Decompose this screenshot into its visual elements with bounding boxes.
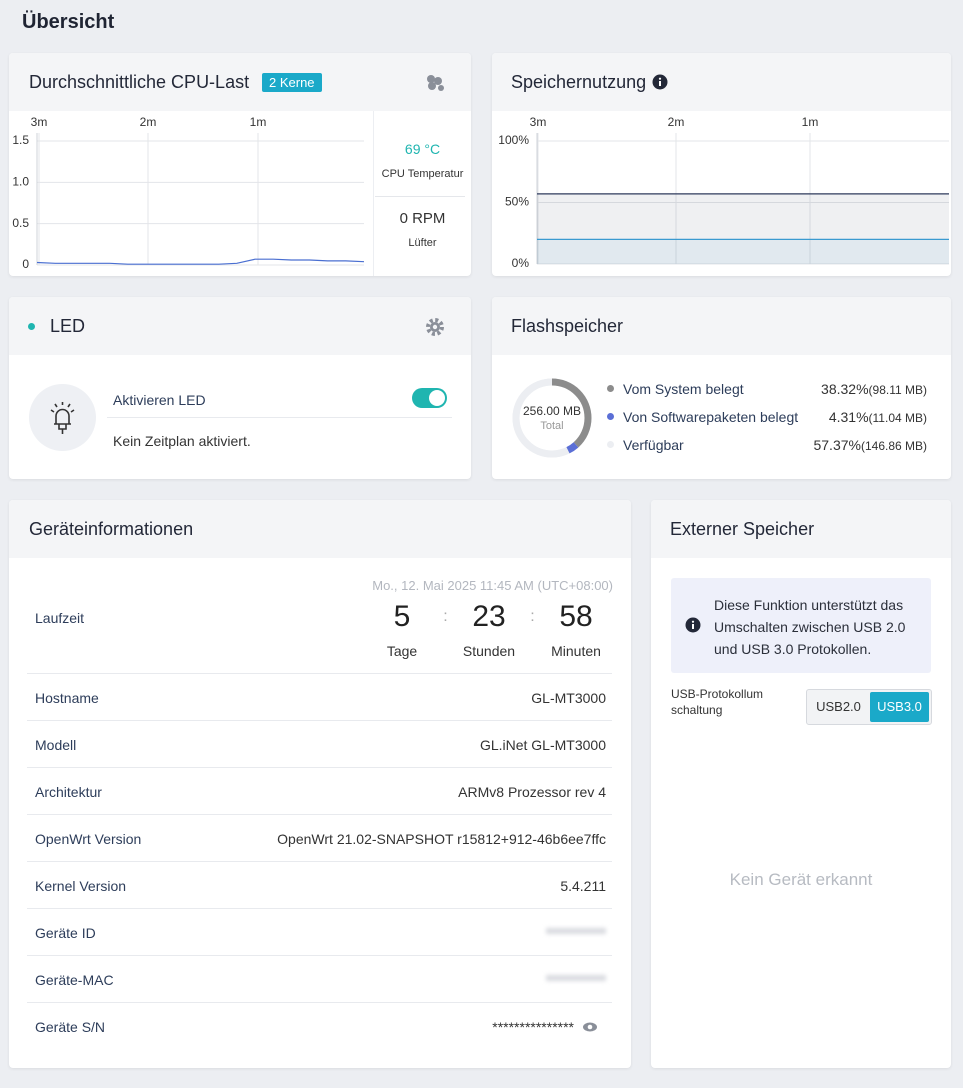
fan-icon[interactable]: [423, 72, 447, 94]
legend-name: Von Softwarepaketen belegt: [623, 409, 799, 425]
cpu-card: Durchschnittliche CPU-Last 2 Kerne 69 °C…: [9, 53, 471, 276]
flash-total: 256.00 MB: [522, 404, 582, 418]
legend-name: Vom System belegt: [623, 381, 744, 397]
percent: 38.32%: [821, 381, 869, 397]
legend-name: Verfügbar: [623, 437, 684, 453]
divider: [373, 111, 374, 276]
card-header: [492, 297, 951, 355]
status-dot: [28, 323, 35, 330]
info-box: Diese Funktion unterstützt das Umschalte…: [671, 578, 931, 673]
timestamp: Mo., 12. Mai 2025 11:45 AM (UTC+08:00): [372, 578, 613, 593]
legend-value: 38.32%(98.11 MB): [821, 381, 927, 399]
reveal-icon[interactable]: [582, 1020, 598, 1034]
card-title: Speichernutzung: [511, 72, 647, 92]
uptime-unit: Stunden: [462, 643, 516, 659]
led-icon: [29, 384, 96, 451]
schedule-text: Kein Zeitplan aktiviert.: [113, 433, 251, 449]
percent: 4.31%: [828, 409, 869, 425]
page-title: Übersicht: [22, 11, 115, 33]
row-label: Hostname: [35, 690, 99, 706]
divider: [27, 908, 612, 909]
memory-card: Speichernutzung: [492, 53, 951, 276]
legend-dot: [607, 413, 614, 420]
redacted-value: [546, 928, 606, 934]
flash-total-label: Total: [540, 420, 564, 432]
info-icon[interactable]: [652, 74, 668, 90]
uptime-separator: :: [443, 608, 448, 625]
card-header: [492, 53, 951, 111]
card-header: [9, 500, 631, 558]
uptime-unit: Tage: [386, 643, 418, 659]
led-enable-label: Aktivieren LED: [113, 392, 206, 408]
row-label: Architektur: [35, 784, 102, 800]
switch-option[interactable]: USB2.0: [816, 699, 861, 714]
led-card: LED Aktivieren LED Kein Zeitplan aktivie…: [9, 297, 471, 479]
device-card: Geräteinformationen Mo., 12. Mai 2025 11…: [9, 500, 631, 1068]
uptime-label: Laufzeit: [35, 610, 85, 626]
cpu-temperature: 69 °C: [404, 141, 441, 157]
card-header: [9, 53, 471, 111]
row-value: 5.4.211: [560, 878, 606, 894]
fan-label: Lüfter: [408, 237, 437, 249]
percent: 57.37%: [813, 437, 861, 453]
temperature-label: CPU Temperatur: [381, 168, 464, 180]
divider: [27, 767, 612, 768]
info-icon: [685, 617, 701, 633]
divider: [27, 955, 612, 956]
eye[interactable]: [582, 1020, 598, 1034]
size: (11.04 MB): [868, 411, 927, 425]
legend-dot: [607, 441, 614, 448]
row-label: OpenWrt Version: [35, 831, 142, 847]
row-label: Kernel Version: [35, 878, 127, 894]
size: (146.86 MB): [860, 439, 927, 453]
row-label: Modell: [35, 737, 77, 753]
uptime-value: 23: [472, 600, 506, 633]
card-title: LED: [50, 316, 86, 336]
toggle-knob: [429, 390, 445, 406]
flash-card: Flashspeicher 256.00 MB Total Vom System…: [492, 297, 951, 479]
divider: [27, 1002, 612, 1003]
switch-option[interactable]: USB3.0: [870, 692, 929, 722]
row-value: GL.iNet GL-MT3000: [479, 737, 606, 753]
segmented-switch: USB2.0 USB3.0: [806, 689, 932, 725]
row-value: ARMv8 Prozessor rev 4: [458, 784, 606, 800]
legend-value: 57.37%(146.86 MB): [813, 437, 927, 455]
redacted-value: [546, 975, 606, 981]
switch-label: USB-Protokollumschaltung: [671, 687, 764, 717]
card-header: [651, 500, 951, 558]
uptime-value: 58: [559, 600, 593, 633]
legend-value: 4.31%(11.04 MB): [829, 409, 927, 427]
info-text: Diese Funktion unterstützt das Umschalte…: [714, 597, 906, 657]
card-title: Geräteinformationen: [29, 519, 194, 539]
empty-state: Kein Gerät erkannt: [729, 870, 873, 889]
legend-dot: [607, 385, 614, 392]
divider: [27, 861, 612, 862]
fan-speed: 0 RPM: [399, 210, 446, 227]
settings-icon[interactable]: [425, 317, 445, 337]
uptime-separator: :: [530, 608, 535, 625]
uptime-unit: Minuten: [551, 643, 601, 659]
size: (98.11 MB): [868, 383, 927, 397]
divider: [27, 720, 612, 721]
card-title: Flashspeicher: [511, 316, 624, 336]
row-value: GL-MT3000: [531, 690, 606, 706]
badge: 2 Kerne: [262, 73, 322, 92]
divider: [27, 814, 612, 815]
row-value: ***************: [492, 1019, 574, 1035]
row-label: Geräte ID: [35, 925, 96, 941]
divider: [107, 417, 452, 418]
row-label: Geräte S/N: [35, 1019, 106, 1035]
external-card: Externer Speicher Diese Funktion unterst…: [651, 500, 951, 1068]
uptime-value: 5: [393, 600, 411, 633]
toggle[interactable]: [412, 388, 447, 408]
card-header: [9, 297, 471, 355]
card-title: Durchschnittliche CPU-Last: [29, 72, 250, 92]
card-title: Externer Speicher: [670, 519, 815, 539]
divider: [27, 673, 612, 674]
row-label: Geräte-MAC: [35, 972, 114, 988]
row-value: OpenWrt 21.02-SNAPSHOT r15812+912-46b6ee…: [277, 831, 606, 847]
divider: [375, 196, 465, 197]
